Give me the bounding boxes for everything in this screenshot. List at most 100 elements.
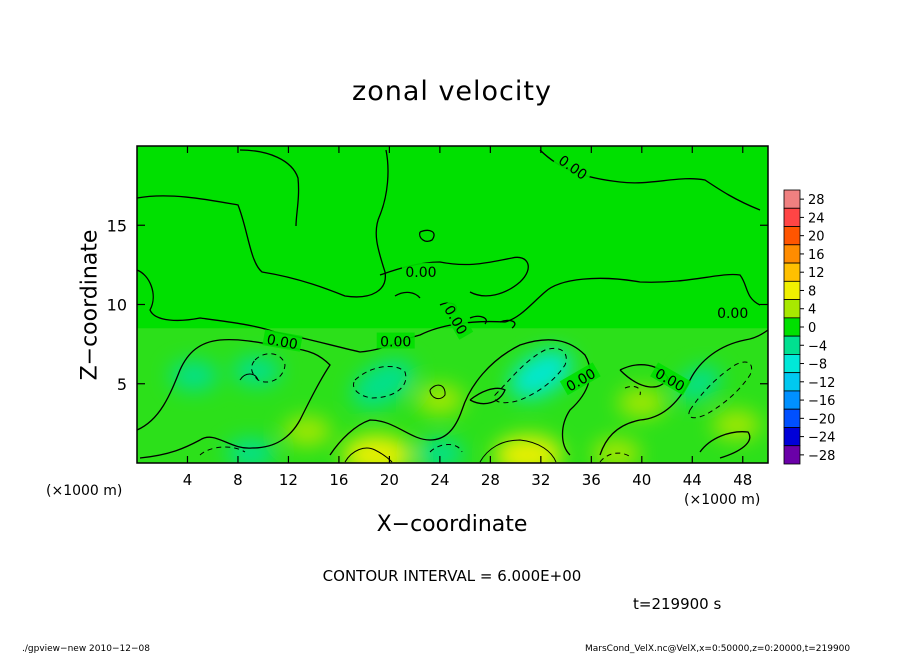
zero-contour-2 xyxy=(137,269,761,353)
x-unit-label-right: (×1000 m) xyxy=(684,492,761,508)
time-stamp: t=219900 s xyxy=(633,595,722,613)
contour-label-4: 0.00 xyxy=(265,332,298,353)
anomaly-0 xyxy=(232,356,281,387)
anomaly-8 xyxy=(712,409,761,440)
negative-contour-2 xyxy=(494,347,567,404)
x-tick-label-3: 16 xyxy=(329,471,348,489)
y-tick-label-1: 10 xyxy=(107,296,127,315)
negative-contour-3 xyxy=(688,361,753,419)
colorbar-label-11: −16 xyxy=(808,394,835,409)
x-tick-label-6: 28 xyxy=(481,471,500,489)
colorbar-label-3: 16 xyxy=(808,248,825,263)
chart-title: zonal velocity xyxy=(352,76,552,107)
colorbar-swatch-0 xyxy=(783,189,801,209)
contour-label-bg-0 xyxy=(553,149,594,185)
contour-label-bg-4 xyxy=(262,329,303,352)
zero-contour-3 xyxy=(137,338,331,459)
negative-contour-5 xyxy=(429,444,463,453)
anomaly-7 xyxy=(617,387,666,418)
colorbar-swatch-4 xyxy=(783,262,801,282)
colorbar-label-5: 8 xyxy=(808,284,816,299)
colorbar-label-7: 0 xyxy=(808,321,816,336)
colorbar-label-2: 20 xyxy=(808,230,825,245)
contour-label-3: 0.00 xyxy=(717,306,748,322)
contour-label-5: 0.00 xyxy=(380,335,411,351)
colorbar-swatch-8 xyxy=(783,335,801,355)
negative-contour-0 xyxy=(251,353,286,383)
zero-contour-4 xyxy=(329,339,591,456)
anomaly-4 xyxy=(169,360,218,391)
negative-contour-7 xyxy=(599,452,633,463)
negative-contour-4 xyxy=(624,385,641,396)
colorbar-swatch-2 xyxy=(783,226,801,246)
x-tick-label-4: 20 xyxy=(380,471,399,489)
y-axis-label: Z−coordinate xyxy=(77,229,103,381)
zero-contour-6 xyxy=(469,387,506,405)
contour-interval-note: CONTOUR INTERVAL = 6.000E+00 xyxy=(322,567,582,585)
x-tick-label-2: 12 xyxy=(279,471,298,489)
zero-contour-5 xyxy=(599,329,768,456)
contour-label-bg-5 xyxy=(376,332,415,349)
anomaly-2 xyxy=(509,349,572,399)
x-tick-label-11: 48 xyxy=(733,471,752,489)
x-tick-label-10: 44 xyxy=(683,471,702,489)
zero-contour-9 xyxy=(419,229,435,242)
y-axis-ticks: 5 10 15 xyxy=(107,216,768,394)
x-tick-label-7: 32 xyxy=(531,471,550,489)
colorbar-swatch-10 xyxy=(783,372,801,392)
colorbar-swatch-5 xyxy=(783,280,801,301)
colorbar-label-14: −28 xyxy=(808,449,835,464)
contour-label-bg-6 xyxy=(559,362,601,396)
contour-label-bg-3 xyxy=(713,304,752,321)
contour-label-bg-7 xyxy=(650,362,692,396)
positive-contour-3 xyxy=(239,373,259,381)
colorbar-swatch-1 xyxy=(783,207,801,227)
x-unit-label-left: (×1000 m) xyxy=(46,483,123,499)
anomaly-11 xyxy=(226,438,275,463)
x-tick-label-5: 24 xyxy=(430,471,449,489)
anomaly-5 xyxy=(283,416,332,447)
colorbar-label-13: −24 xyxy=(808,431,835,446)
anomaly-6 xyxy=(415,384,464,415)
contour-labels: 0.000.000.00 0.000.00 0.000.00 0.00 xyxy=(262,149,752,396)
zero-contour-8 xyxy=(699,431,751,459)
anomaly-12 xyxy=(415,438,464,463)
colorbar-swatch-11 xyxy=(783,390,801,410)
colorbar: 28 24 20 16 12 8 4 0 −4 −8 −12 −16 −20 −24 −28 xyxy=(783,189,835,465)
colorbar-label-0: 28 xyxy=(808,193,825,208)
x-axis-label: X−coordinate xyxy=(376,512,528,537)
zero-contour-1 xyxy=(239,149,300,227)
colorbar-swatch-14 xyxy=(783,445,801,465)
colorbar-label-4: 12 xyxy=(808,266,825,281)
colorbar-swatch-9 xyxy=(783,353,801,374)
x-tick-label-8: 36 xyxy=(582,471,601,489)
contour-label-1: 0.00 xyxy=(405,265,436,281)
footer-program-info: ./gpview−new 2010−12−08 xyxy=(22,644,150,654)
colorbar-label-9: −8 xyxy=(808,358,827,373)
anomaly-3 xyxy=(676,366,721,402)
colorbar-swatch-7 xyxy=(783,317,801,337)
colorbar-label-6: 4 xyxy=(808,303,816,318)
anomaly-group xyxy=(169,349,761,463)
x-axis-ticks: 4 8 12 16 20 24 28 32 36 40 44 48 xyxy=(183,146,752,489)
velocity-field xyxy=(169,349,761,463)
colorbar-swatch-6 xyxy=(783,299,801,319)
negative-contour-6 xyxy=(199,446,246,456)
zero-contour-0 xyxy=(137,149,389,298)
colorbar-label-8: −4 xyxy=(808,339,827,354)
colorbar-label-10: −12 xyxy=(808,376,835,391)
negative-contour-1 xyxy=(353,365,407,399)
colorbar-swatch-3 xyxy=(783,244,801,264)
positive-contour-0 xyxy=(479,439,557,463)
y-tick-label-0: 5 xyxy=(117,375,127,394)
contour-label-bg-2 xyxy=(440,298,474,340)
anomaly-1 xyxy=(351,359,415,409)
anomaly-10 xyxy=(342,435,411,463)
x-tick-label-9: 40 xyxy=(632,471,651,489)
colorbar-swatch-12 xyxy=(783,408,801,428)
positive-contour-2 xyxy=(429,384,446,400)
colorbar-label-1: 24 xyxy=(808,211,825,226)
colorbar-swatch-13 xyxy=(783,427,801,447)
contour-label-bg-1 xyxy=(401,262,440,279)
